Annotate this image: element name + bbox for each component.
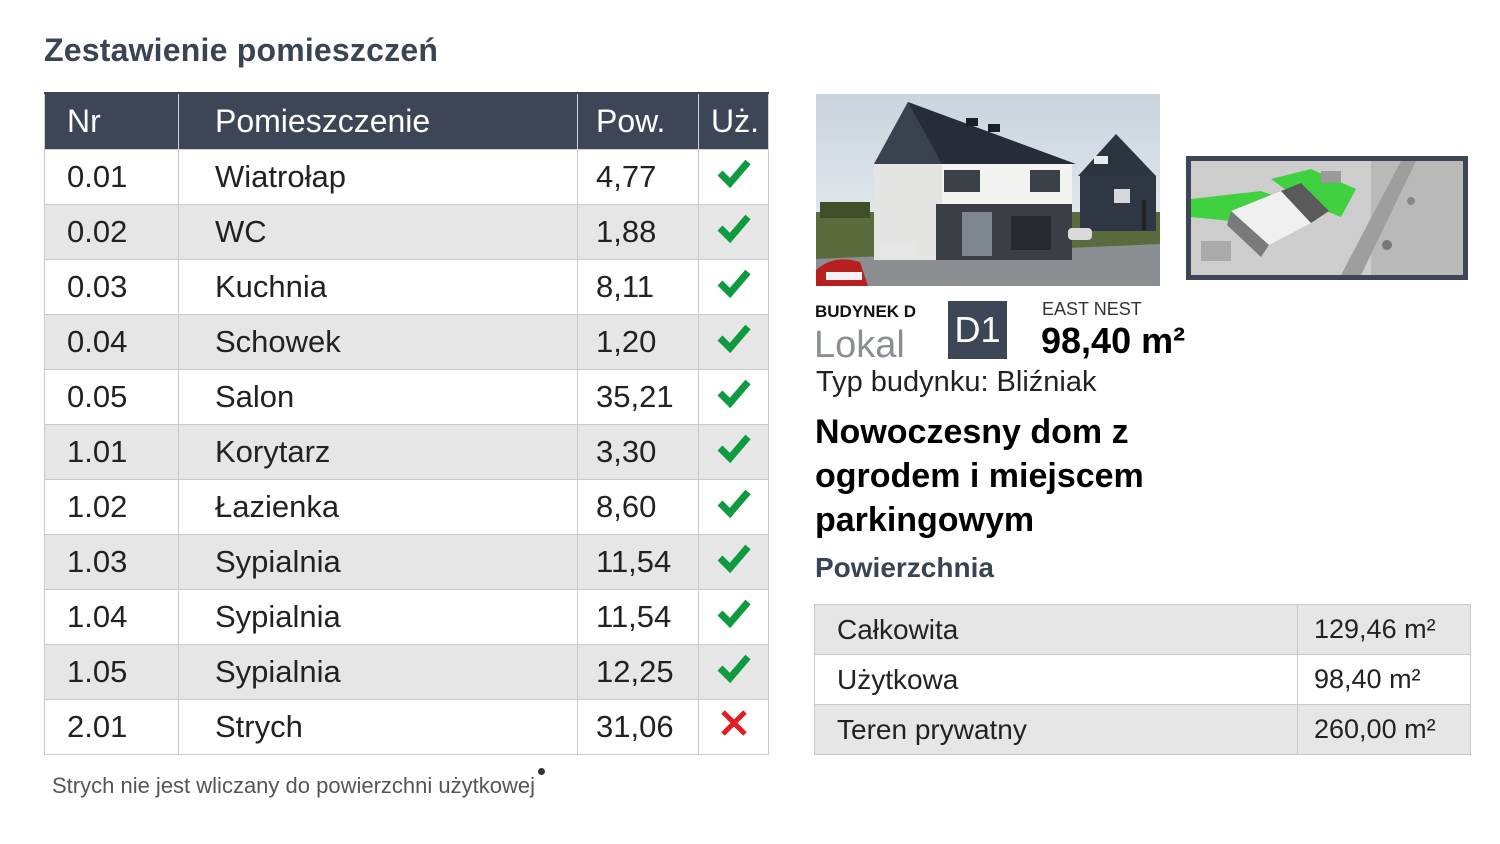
usable-cell <box>698 644 769 700</box>
usable-cell <box>698 314 769 370</box>
room-area: 4,77 <box>577 149 699 205</box>
headline: Nowoczesny dom z ogrodem i miejscem park… <box>815 413 1144 539</box>
area-value: 98,40 m² <box>1297 654 1471 705</box>
area-value: 129,46 m² <box>1297 604 1471 655</box>
column-header-nr: Nr <box>44 92 179 150</box>
checkmark-icon <box>717 489 751 525</box>
checkmark-icon <box>717 269 751 305</box>
area-table: Całkowita 129,46 m² Użytkowa 98,40 m² Teren … <box>814 604 1471 755</box>
checkmark-icon <box>717 159 751 195</box>
room-number: 1.01 <box>44 424 179 480</box>
column-header-area: Pow. <box>577 92 699 150</box>
room-name: WC <box>178 204 578 260</box>
area-label: Użytkowa <box>814 654 1298 705</box>
usable-cell <box>698 589 769 645</box>
area-label: Teren prywatny <box>814 704 1298 755</box>
area-section-title: Powierzchnia <box>815 552 994 583</box>
checkmark-icon <box>717 599 751 635</box>
room-area: 8,60 <box>577 479 699 535</box>
site-plan-map <box>1186 156 1468 280</box>
building-label: BUDYNEK D <box>815 302 917 321</box>
room-name: Strych <box>178 699 578 755</box>
table-row: 1.04 Sypialnia 11,54 <box>44 589 769 645</box>
table-row: 0.03 Kuchnia 8,11 <box>44 259 769 315</box>
rooms-table: Nr Pomieszczenie Pow. Uż. 0.01 Wiatrołap 4… <box>44 92 769 755</box>
page-title: Zestawienie pomieszczeń <box>44 32 439 68</box>
usable-cell <box>698 699 769 755</box>
room-name: Wiatrołap <box>178 149 578 205</box>
room-name: Łazienka <box>178 479 578 535</box>
building-photo <box>816 94 1160 286</box>
table-row: 0.02 WC 1,88 <box>44 204 769 260</box>
room-area: 8,11 <box>577 259 699 315</box>
table-row: 1.05 Sypialnia 12,25 <box>44 644 769 700</box>
room-name: Schowek <box>178 314 578 370</box>
area-value: 260,00 m² <box>1297 704 1471 755</box>
checkmark-icon <box>717 654 751 690</box>
room-number: 1.02 <box>44 479 179 535</box>
usable-cell <box>698 479 769 535</box>
table-row: Całkowita 129,46 m² <box>814 604 1471 655</box>
room-number: 0.02 <box>44 204 179 260</box>
building-type: Typ budynku: Bliźniak <box>816 366 1097 398</box>
room-number: 1.04 <box>44 589 179 645</box>
table-row: 1.03 Sypialnia 11,54 <box>44 534 769 590</box>
footnote-text: Strych nie jest wliczany do powierzchni … <box>52 773 535 798</box>
table-row: 0.04 Schowek 1,20 <box>44 314 769 370</box>
usable-cell <box>698 204 769 260</box>
table-row: 1.02 Łazienka 8,60 <box>44 479 769 535</box>
usable-cell <box>698 149 769 205</box>
table-row: 0.05 Salon 35,21 <box>44 369 769 425</box>
room-name: Sypialnia <box>178 644 578 700</box>
room-name: Sypialnia <box>178 534 578 590</box>
column-header-room: Pomieszczenie <box>178 92 578 150</box>
room-number: 2.01 <box>44 699 179 755</box>
estate-name: EAST NEST <box>1042 299 1142 319</box>
table-row: Teren prywatny 260,00 m² <box>814 704 1471 755</box>
usable-cell <box>698 259 769 315</box>
unit-area: 98,40 m² <box>1041 320 1186 361</box>
room-name: Salon <box>178 369 578 425</box>
table-row: 1.01 Korytarz 3,30 <box>44 424 769 480</box>
area-label: Całkowita <box>814 604 1298 655</box>
footnote-dot <box>537 768 545 775</box>
room-name: Kuchnia <box>178 259 578 315</box>
table-row: Użytkowa 98,40 m² <box>814 654 1471 705</box>
checkmark-icon <box>717 214 751 250</box>
footnote: Strych nie jest wliczany do powierzchni … <box>52 768 545 799</box>
room-name: Sypialnia <box>178 589 578 645</box>
cross-icon <box>719 710 749 745</box>
room-area: 11,54 <box>577 589 699 645</box>
usable-cell <box>698 369 769 425</box>
room-number: 1.03 <box>44 534 179 590</box>
room-number: 0.03 <box>44 259 179 315</box>
checkmark-icon <box>717 324 751 360</box>
rooms-table-header: Nr Pomieszczenie Pow. Uż. <box>44 92 769 150</box>
table-row: 0.01 Wiatrołap 4,77 <box>44 149 769 205</box>
room-area: 1,20 <box>577 314 699 370</box>
checkmark-icon <box>717 434 751 470</box>
usable-cell <box>698 534 769 590</box>
checkmark-icon <box>717 544 751 580</box>
unit-code-badge: D1 <box>948 301 1007 359</box>
room-area: 11,54 <box>577 534 699 590</box>
checkmark-icon <box>717 379 751 415</box>
room-name: Korytarz <box>178 424 578 480</box>
usable-cell <box>698 424 769 480</box>
room-area: 1,88 <box>577 204 699 260</box>
room-number: 0.04 <box>44 314 179 370</box>
room-area: 12,25 <box>577 644 699 700</box>
table-row: 2.01 Strych 31,06 <box>44 699 769 755</box>
room-number: 0.01 <box>44 149 179 205</box>
room-number: 0.05 <box>44 369 179 425</box>
room-area: 35,21 <box>577 369 699 425</box>
column-header-usable: Uż. <box>698 92 769 150</box>
unit-word: Lokal <box>814 324 905 366</box>
room-area: 31,06 <box>577 699 699 755</box>
room-number: 1.05 <box>44 644 179 700</box>
room-area: 3,30 <box>577 424 699 480</box>
